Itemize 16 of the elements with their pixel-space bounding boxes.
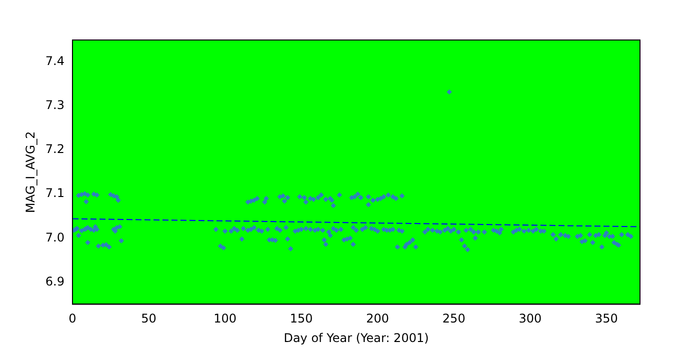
x-tick-label: 0: [68, 312, 76, 326]
y-tick-label: 6.9: [45, 274, 64, 288]
x-tick-label: 250: [442, 312, 466, 326]
y-tick-label: 7.2: [45, 142, 64, 156]
x-tick-label: 100: [214, 312, 236, 326]
x-tick-label: 300: [518, 312, 542, 326]
y-tick-label: 7.0: [45, 230, 64, 244]
y-tick-label: 7.4: [45, 54, 64, 68]
x-tick-label: 50: [141, 312, 156, 326]
x-tick-label: 150: [290, 312, 313, 326]
x-axis-title: Day of Year (Year: 2001): [284, 330, 429, 345]
x-tick-label: 200: [366, 312, 390, 326]
y-tick-label: 7.1: [45, 186, 64, 200]
x-tick-label: 350: [594, 312, 618, 326]
y-axis-title: MAG_I_AVG_2: [23, 131, 38, 213]
y-tick-label: 7.3: [45, 98, 64, 112]
